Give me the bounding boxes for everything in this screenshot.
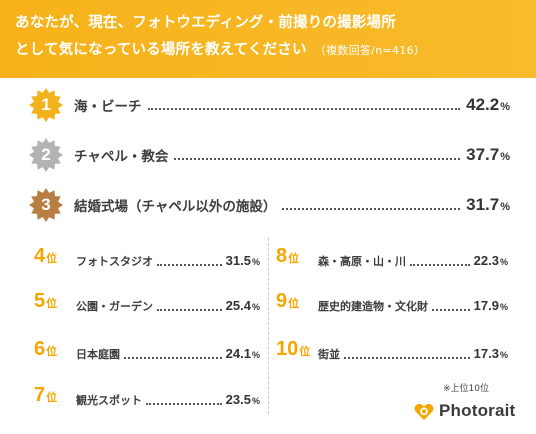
rank-number: 5位 <box>34 290 58 312</box>
rank-row-6: 6位 日本庭園 24.1% <box>34 338 260 362</box>
rank-value: 37.7% <box>466 145 510 164</box>
rank-row-10: 10位 街並 17.3% <box>276 338 508 362</box>
brand-name: Photorait <box>439 401 516 420</box>
leader-dots <box>147 108 461 110</box>
leader-dots <box>146 403 222 405</box>
rank-number: 6位 <box>34 338 58 360</box>
rank-value: 42.2% <box>466 95 510 114</box>
gold-badge-icon: 1 <box>28 87 64 123</box>
silver-badge-shape <box>29 138 63 172</box>
rank-label: 公園・ガーデン <box>76 300 153 313</box>
heart-camera-icon <box>414 403 434 421</box>
rank-label: 歴史的建造物・文化財 <box>318 300 428 313</box>
rank-number: 10位 <box>276 338 311 360</box>
rank-label: 海・ビーチ <box>74 99 142 115</box>
brand-logo: Photorait <box>413 400 515 422</box>
leader-dots <box>124 357 222 359</box>
rank-number: 9位 <box>276 290 300 312</box>
rank-row-3: 3 結婚式場（チャペル以外の施設） 31.7% <box>28 188 510 222</box>
rank-number: 4位 <box>34 245 58 267</box>
rank-row-1: 1 海・ビーチ 42.2% <box>28 88 510 122</box>
rank-label: チャペル・教会 <box>74 149 169 165</box>
rank-value: 25.4% <box>225 298 260 313</box>
rank-label: フォトスタジオ <box>76 255 153 268</box>
header-banner: あなたが、現在、フォトウエディング・前撮りの撮影場所 として気になっている場所を… <box>0 0 536 78</box>
leader-dots <box>157 264 222 266</box>
rank-row-9: 9位 歴史的建造物・文化財 17.9% <box>276 290 508 314</box>
question-text-2: として気になっている場所を教えてください <box>15 42 307 58</box>
question-line-1: あなたが、現在、フォトウエディング・前撮りの撮影場所 <box>15 15 396 31</box>
sample-note: （複数回答/n=416） <box>314 44 426 57</box>
rank-label: 観光スポット <box>76 394 142 407</box>
leader-dots <box>432 309 470 311</box>
leader-dots <box>410 264 470 266</box>
leader-dots <box>174 158 461 160</box>
rank-label: 街並 <box>318 348 340 361</box>
rank-number: 7位 <box>34 384 58 406</box>
rank-number: 1 <box>41 95 51 114</box>
rank-row-7: 7位 観光スポット 23.5% <box>34 384 260 408</box>
rank-value: 17.3% <box>473 346 508 361</box>
rank-row-4: 4位 フォトスタジオ 31.5% <box>34 245 260 269</box>
question-line-2: として気になっている場所を教えてください （複数回答/n=416） <box>15 37 524 64</box>
leader-dots <box>344 357 470 359</box>
rank-label: 日本庭園 <box>76 348 120 361</box>
column-divider <box>268 238 269 414</box>
gold-badge-shape <box>29 88 63 122</box>
rank-value: 23.5% <box>225 392 260 407</box>
rank-value: 24.1% <box>225 346 260 361</box>
rank-row-2: 2 チャペル・教会 37.7% <box>28 138 510 172</box>
rank-number: 8位 <box>276 245 300 267</box>
rank-value: 22.3% <box>473 253 508 268</box>
rank-row-8: 8位 森・高原・山・川 22.3% <box>276 245 508 269</box>
rank-number: 3 <box>41 195 51 214</box>
silver-badge-icon: 2 <box>28 137 64 173</box>
rank-number: 2 <box>41 145 51 164</box>
rank-label: 森・高原・山・川 <box>318 255 406 268</box>
leader-dots <box>282 208 461 210</box>
rank-value: 31.5% <box>225 253 260 268</box>
rank-label: 結婚式場（チャペル以外の施設） <box>74 199 277 215</box>
rank-row-5: 5位 公園・ガーデン 25.4% <box>34 290 260 314</box>
bronze-badge-shape <box>29 188 63 222</box>
footnote: ※上位10位 <box>443 384 489 394</box>
rank-value: 31.7% <box>466 195 510 214</box>
rank-value: 17.9% <box>473 298 508 313</box>
leader-dots <box>157 309 222 311</box>
bronze-badge-icon: 3 <box>28 187 64 223</box>
